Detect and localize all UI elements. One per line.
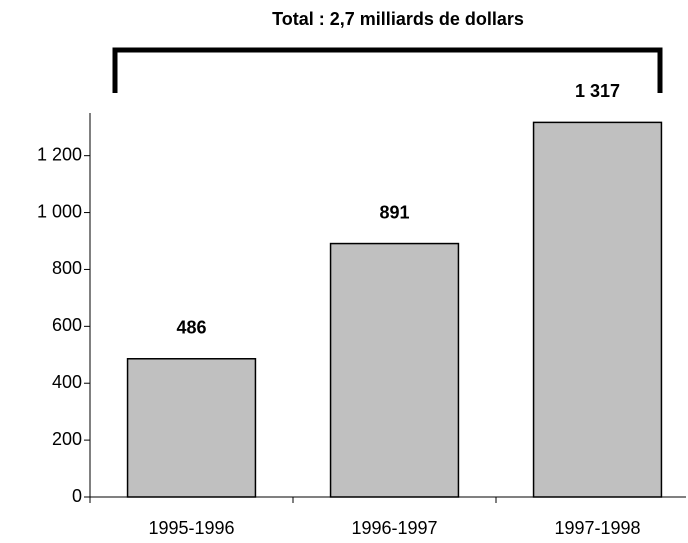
x-tick-label: 1996-1997 [351, 518, 437, 538]
y-tick-label: 400 [52, 372, 82, 392]
y-tick-label: 1 000 [37, 201, 82, 221]
y-tick-label: 0 [72, 486, 82, 506]
chart-title: Total : 2,7 milliards de dollars [272, 9, 524, 29]
bar [329, 242, 460, 498]
x-tick-label: 1995-1996 [148, 518, 234, 538]
y-tick-label: 1 200 [37, 144, 82, 164]
y-tick-label: 600 [52, 315, 82, 335]
x-tick-label: 1997-1998 [554, 518, 640, 538]
bar [126, 358, 257, 498]
bar [532, 121, 663, 498]
y-tick-label: 200 [52, 429, 82, 449]
bracket [112, 47, 663, 93]
y-tick-label: 800 [52, 258, 82, 278]
data-label: 486 [176, 318, 206, 338]
data-label: 891 [379, 202, 409, 222]
data-label: 1 317 [575, 81, 620, 101]
